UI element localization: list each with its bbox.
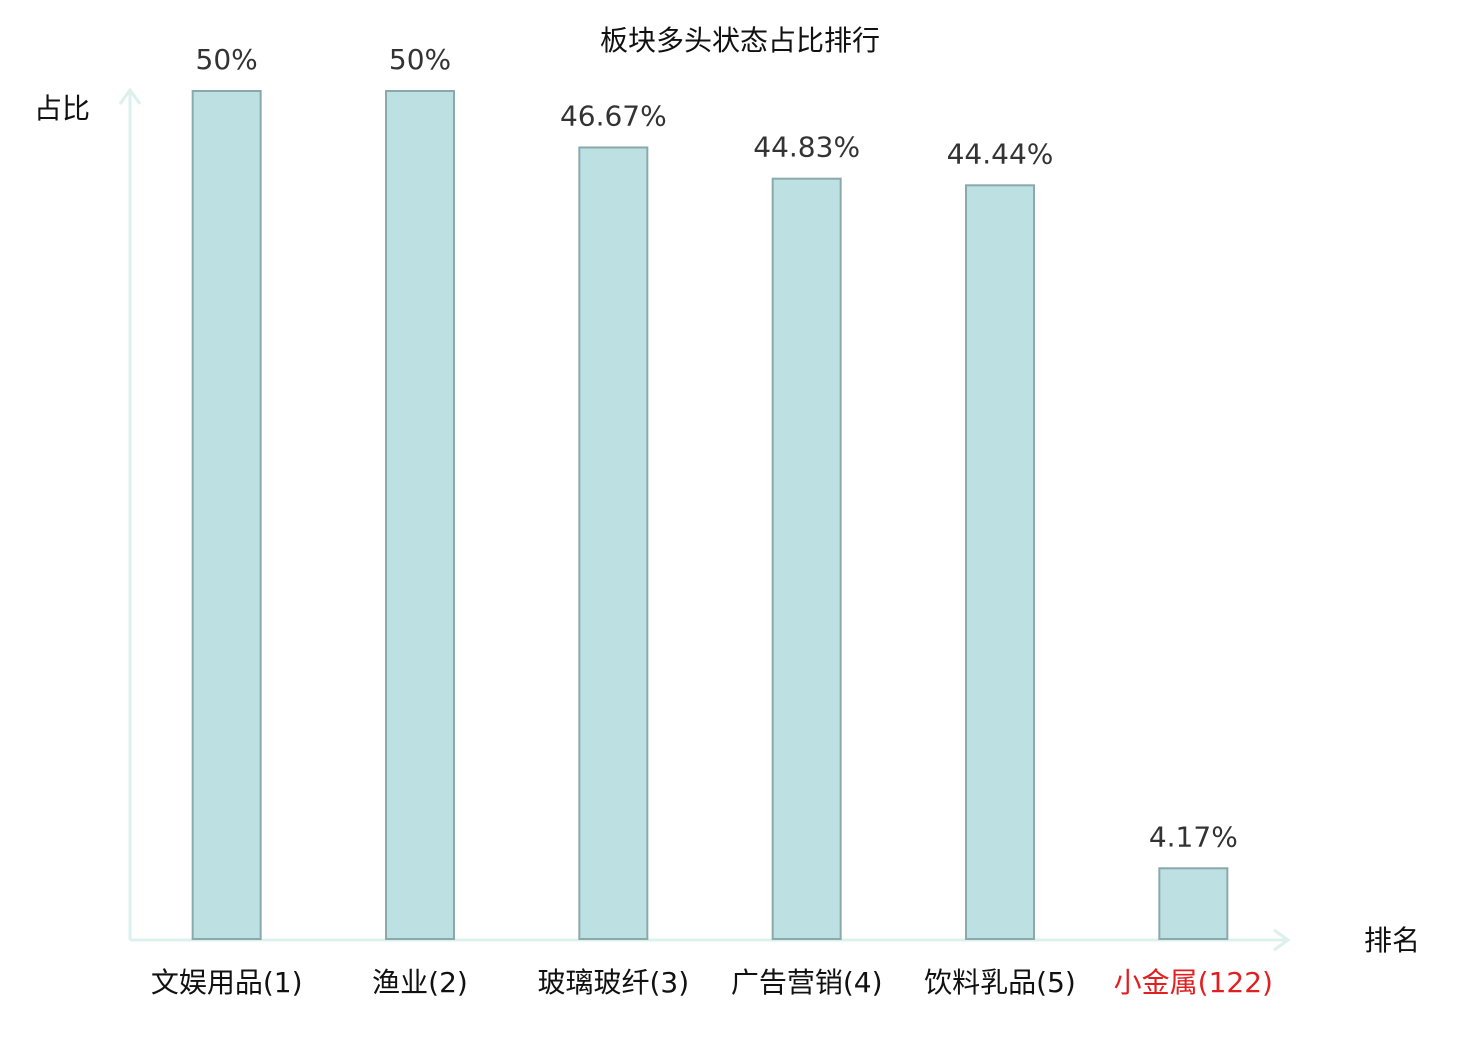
x-tick-label: 饮料乳品(5) (924, 966, 1076, 999)
axes (118, 87, 1291, 952)
x-axis-label: 排名 (1364, 924, 1420, 957)
value-label: 50% (196, 43, 258, 76)
chart-title: 板块多头状态占比排行 (600, 24, 880, 57)
bar (771, 177, 842, 940)
x-tick-label: 小金属(122) (1114, 966, 1273, 999)
bar (191, 90, 262, 940)
value-label: 44.83% (753, 131, 860, 164)
x-tick-label: 广告营销(4) (731, 966, 883, 999)
value-label: 44.44% (947, 137, 1054, 170)
value-label: 4.17% (1149, 820, 1238, 853)
bar (965, 184, 1035, 940)
x-tick-label: 渔业(2) (372, 966, 468, 999)
value-label: 46.67% (560, 99, 667, 132)
y-axis-label: 占比 (34, 92, 90, 125)
x-tick-label: 文娱用品(1) (151, 966, 303, 999)
bar (1158, 867, 1229, 940)
value-label: 50% (389, 43, 451, 76)
bar (385, 90, 455, 940)
x-tick-label: 玻璃玻纤(3) (537, 966, 689, 999)
bar (578, 146, 649, 940)
